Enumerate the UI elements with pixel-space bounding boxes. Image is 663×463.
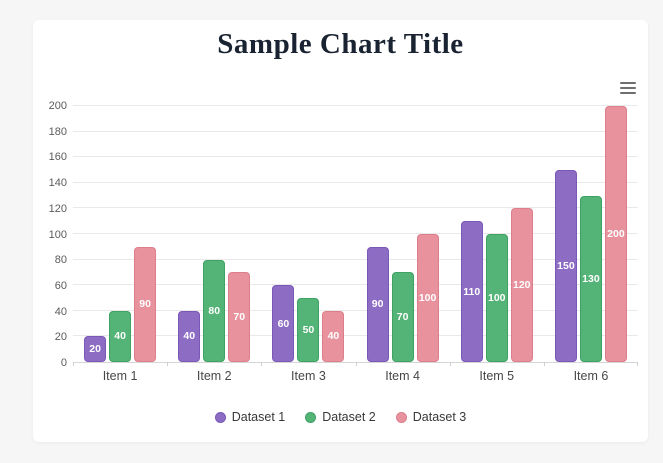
legend-marker-circle xyxy=(395,411,407,423)
bar-dataset-3-item-2[interactable]: 70 xyxy=(228,272,251,362)
legend-item-dataset-3[interactable]: Dataset 3 xyxy=(395,410,467,424)
x-axis-label-item-1: Item 1 xyxy=(102,369,138,383)
bar-value-label: 150 xyxy=(557,260,575,272)
bar-value-label: 120 xyxy=(513,279,531,292)
gridline-140 xyxy=(73,181,638,183)
legend-label: Dataset 2 xyxy=(322,410,376,424)
x-axis-label-item-6: Item 6 xyxy=(573,369,609,383)
bar-dataset-3-item-1[interactable]: 90 xyxy=(134,246,157,362)
gridline-200 xyxy=(73,105,638,106)
bar-dataset-2-item-5[interactable]: 100 xyxy=(485,234,508,362)
bar-value-label: 40 xyxy=(114,330,126,343)
x-axis-tick xyxy=(73,362,74,366)
y-tick-label-140: 140 xyxy=(48,177,67,190)
x-axis-label-item-2: Item 2 xyxy=(196,369,232,383)
y-tick-label-0: 0 xyxy=(60,357,67,369)
y-tick-label-20: 20 xyxy=(54,331,67,344)
bar-value-label: 90 xyxy=(371,298,384,311)
legend-label: Dataset 1 xyxy=(231,410,286,424)
bar-value-label: 20 xyxy=(89,343,101,356)
y-tick-label-80: 80 xyxy=(54,254,67,267)
bar-group-4: 90 70 100 xyxy=(356,106,450,362)
bar-value-label: 200 xyxy=(607,228,625,240)
x-axis-tick xyxy=(355,362,357,366)
x-axis-label-item-4: Item 4 xyxy=(385,369,420,383)
chart-title: Sample Chart Title xyxy=(217,28,464,60)
x-axis-tick xyxy=(543,362,545,366)
bar-group-2: 40 80 70 xyxy=(167,106,261,362)
gridline-120 xyxy=(73,207,638,209)
gridline-60 xyxy=(73,284,638,286)
x-axis-tick xyxy=(637,362,638,366)
bar-dataset-1-item-3[interactable]: 60 xyxy=(272,285,295,362)
gridline-160 xyxy=(73,156,638,158)
chart-legend: Dataset 1 Dataset 2 Dataset 3 xyxy=(33,410,648,424)
bar-dataset-1-item-5[interactable]: 110 xyxy=(460,221,483,362)
menu-line xyxy=(620,87,636,89)
bar-dataset-1-item-4[interactable]: 90 xyxy=(366,246,389,362)
bar-dataset-2-item-6[interactable]: 130 xyxy=(579,195,602,362)
legend-label: Dataset 3 xyxy=(412,410,467,424)
plot-area: 20 40 90 40 80 70 60 50 40 90 70 100 110 100 120 150 130… xyxy=(73,105,638,366)
gridline-180 xyxy=(73,130,638,132)
legend-item-dataset-2[interactable]: Dataset 2 xyxy=(305,410,376,424)
bar-dataset-3-item-5[interactable]: 120 xyxy=(510,208,533,362)
bar-dataset-3-item-4[interactable]: 100 xyxy=(416,234,439,362)
gridline-20 xyxy=(73,335,638,337)
legend-item-dataset-1[interactable]: Dataset 1 xyxy=(214,410,286,424)
bar-value-label: 40 xyxy=(327,330,340,343)
x-axis-tick xyxy=(261,362,263,366)
bar-dataset-2-item-3[interactable]: 50 xyxy=(297,298,320,362)
x-axis-label-item-5: Item 5 xyxy=(479,369,515,383)
bar-group-5: 110 100 120 xyxy=(450,106,544,362)
bar-dataset-2-item-2[interactable]: 80 xyxy=(203,259,226,362)
bar-dataset-3-item-3[interactable]: 40 xyxy=(322,310,345,362)
bar-dataset-1-item-1[interactable]: 20 xyxy=(84,336,107,362)
bar-group-6: 150 130 200 xyxy=(544,106,638,362)
bar-value-label: 130 xyxy=(582,272,600,285)
y-tick-label-60: 60 xyxy=(54,279,67,292)
y-axis: 0 20 40 60 80 100 120 140 160 180 200 xyxy=(33,100,67,369)
bar-value-label: 80 xyxy=(208,304,221,317)
x-axis-tick xyxy=(167,362,169,366)
y-tick-label-120: 120 xyxy=(48,202,67,215)
x-axis: Item 1 Item 2 Item 3 Item 4 Item 5 Item 6 xyxy=(73,369,638,383)
legend-marker-circle xyxy=(305,411,317,423)
gridline-100 xyxy=(73,233,638,234)
bar-dataset-3-item-6[interactable]: 200 xyxy=(604,106,627,362)
legend-marker-circle xyxy=(214,411,226,423)
chart-card: Sample Chart Title 0 20 40 60 80 100 120 140 160… xyxy=(33,20,648,442)
bar-dataset-1-item-2[interactable]: 40 xyxy=(178,310,201,362)
menu-line xyxy=(620,82,636,84)
bar-value-label: 100 xyxy=(418,292,437,304)
chart-menu-button[interactable] xyxy=(617,78,639,98)
bar-value-label: 110 xyxy=(463,285,481,298)
bar-value-label: 70 xyxy=(233,311,246,324)
bar-value-label: 90 xyxy=(139,298,151,311)
x-axis-label-item-3: Item 3 xyxy=(291,369,326,383)
bar-value-label: 70 xyxy=(396,311,409,324)
y-tick-label-160: 160 xyxy=(48,151,67,164)
menu-line xyxy=(620,92,636,94)
gridline-40 xyxy=(73,309,638,311)
bar-chart: 0 20 40 60 80 100 120 140 160 180 200 20 40 90 40 80 70… xyxy=(33,100,648,369)
bar-value-label: 50 xyxy=(302,324,315,336)
bar-value-label: 100 xyxy=(488,292,506,304)
y-tick-label-180: 180 xyxy=(48,125,67,138)
bar-dataset-2-item-4[interactable]: 70 xyxy=(391,272,414,362)
y-tick-label-100: 100 xyxy=(48,228,67,241)
bar-dataset-1-item-6[interactable]: 150 xyxy=(554,170,577,362)
bar-group-3: 60 50 40 xyxy=(261,106,355,362)
bar-value-label: 40 xyxy=(183,330,196,343)
y-tick-label-40: 40 xyxy=(54,305,67,318)
gridline-80 xyxy=(73,258,638,260)
y-tick-label-200: 200 xyxy=(48,100,67,112)
x-axis-tick xyxy=(449,362,451,366)
bar-group-1: 20 40 90 xyxy=(73,106,167,362)
bar-dataset-2-item-1[interactable]: 40 xyxy=(109,310,132,362)
bar-value-label: 60 xyxy=(277,317,290,330)
